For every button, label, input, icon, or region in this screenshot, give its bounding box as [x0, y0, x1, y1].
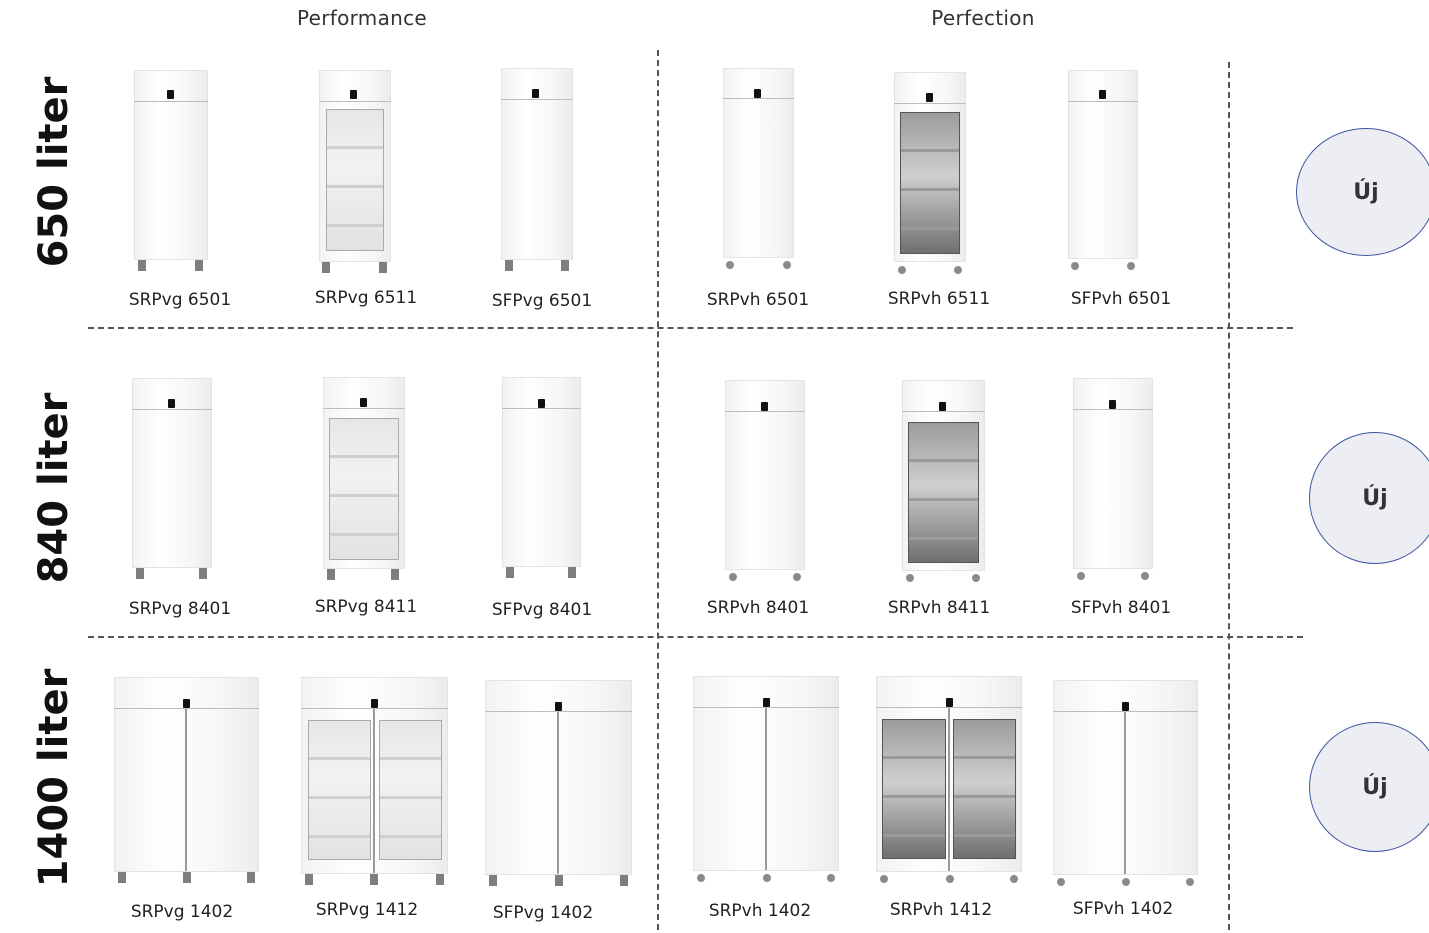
- model-caption-srpvh-1402: SRPvh 1402: [708, 901, 812, 921]
- column-title-perfection: Perfection: [931, 6, 1035, 30]
- model-caption-sfpvg-6501: SFPvg 6501: [491, 291, 593, 311]
- model-caption-sfpvh-8401: SFPvh 8401: [1070, 598, 1172, 618]
- fridge-image-srpvh-6511: [894, 72, 966, 277]
- new-badge-label: Új: [1362, 485, 1388, 511]
- fridge-image-srpvh-8411: [902, 380, 985, 586]
- fridge-image-sfpvh-1402: [1053, 680, 1198, 891]
- model-caption-srpvg-8401: SRPvg 8401: [128, 599, 232, 619]
- model-caption-srpvg-8411: SRPvg 8411: [314, 597, 418, 617]
- new-badge-1400: Új: [1309, 722, 1429, 852]
- fridge-image-srpvg-1412: [301, 677, 448, 889]
- model-caption-srpvg-6511: SRPvg 6511: [314, 288, 418, 308]
- fridge-image-srpvg-1402: [114, 677, 259, 887]
- divider-vertical-center: [657, 50, 659, 930]
- new-badge-840: Új: [1309, 432, 1429, 564]
- new-badge-label: Új: [1362, 774, 1388, 800]
- model-caption-srpvh-1412: SRPvh 1412: [889, 900, 993, 920]
- new-badge-650: Új: [1296, 128, 1429, 256]
- divider-vertical-right: [1228, 62, 1230, 930]
- fridge-image-sfpvg-8401: [502, 377, 581, 582]
- row-label-840: 840 liter: [31, 392, 77, 584]
- fridge-image-srpvh-6501: [723, 68, 794, 273]
- fridge-image-srpvh-8401: [725, 380, 805, 585]
- fridge-image-sfpvg-6501: [501, 68, 573, 275]
- fridge-image-srpvg-8401: [132, 378, 212, 583]
- model-caption-srpvh-8411: SRPvh 8411: [887, 598, 991, 618]
- new-badge-label: Új: [1353, 179, 1379, 205]
- fridge-image-sfpvh-8401: [1073, 378, 1153, 584]
- column-title-performance: Performance: [296, 6, 428, 30]
- model-caption-srpvh-6501: SRPvh 6501: [706, 290, 810, 310]
- row-label-1400: 1400 liter: [31, 668, 77, 888]
- model-caption-sfpvh-1402: SFPvh 1402: [1072, 899, 1174, 919]
- fridge-image-srpvh-1412: [876, 676, 1022, 888]
- model-caption-srpvh-6511: SRPvh 6511: [887, 289, 991, 309]
- divider-horizontal-2: [88, 636, 1303, 638]
- model-caption-srpvh-8401: SRPvh 8401: [706, 598, 810, 618]
- fridge-image-srpvh-1402: [693, 676, 839, 888]
- model-caption-sfpvg-1402: SFPvg 1402: [492, 903, 594, 923]
- fridge-image-srpvg-6501: [134, 70, 208, 275]
- model-caption-srpvg-1412: SRPvg 1412: [315, 900, 419, 920]
- divider-horizontal-1: [88, 327, 1293, 329]
- model-caption-srpvg-1402: SRPvg 1402: [130, 902, 234, 922]
- fridge-image-sfpvh-6501: [1068, 70, 1138, 274]
- fridge-image-srpvg-8411: [323, 377, 405, 584]
- fridge-image-sfpvg-1402: [485, 680, 632, 890]
- row-label-650: 650 liter: [31, 76, 77, 268]
- fridge-image-srpvg-6511: [319, 70, 391, 277]
- model-caption-sfpvg-8401: SFPvg 8401: [491, 600, 593, 620]
- model-caption-srpvg-6501: SRPvg 6501: [128, 290, 232, 310]
- model-caption-sfpvh-6501: SFPvh 6501: [1070, 289, 1172, 309]
